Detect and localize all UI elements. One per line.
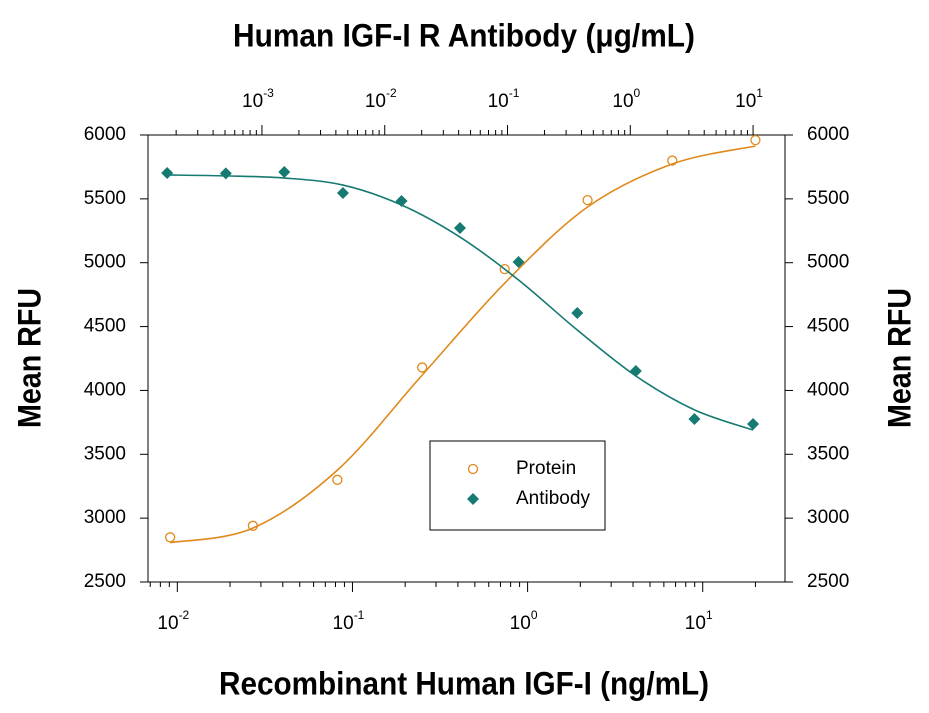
- x2ticks-tick-label: 101: [735, 86, 763, 112]
- tick-base: 10: [333, 613, 354, 634]
- data-point: [571, 307, 584, 320]
- tick-base: 10: [242, 91, 263, 112]
- data-point: [688, 413, 701, 426]
- xticks-tick-label: 101: [685, 608, 713, 634]
- tick-exponent: 1: [756, 86, 763, 100]
- data-point: [582, 194, 593, 206]
- y2-tick-label: 6000: [807, 124, 849, 145]
- tick-exponent: -1: [509, 86, 520, 100]
- x2ticks-tick-label: 100: [612, 86, 640, 112]
- data-point: [278, 166, 291, 179]
- tick-base: 10: [612, 91, 633, 112]
- tick-exponent: 1: [706, 608, 713, 622]
- y2-axis-title: Mean RFU: [881, 288, 917, 428]
- legend-label: Antibody: [516, 488, 590, 509]
- data-point: [747, 418, 760, 431]
- tick-base: 10: [365, 91, 386, 112]
- tick-exponent: -2: [386, 86, 397, 100]
- top-axis-title: Human IGF-I R Antibody (μg/mL): [233, 17, 695, 53]
- legend-box: [429, 440, 606, 531]
- tick-exponent: -3: [263, 86, 274, 100]
- tick-base: 10: [685, 613, 706, 634]
- y-tick-label: 3000: [84, 507, 126, 528]
- legend-marker: [467, 463, 479, 475]
- data-point: [512, 255, 525, 268]
- data-point: [332, 474, 343, 485]
- tick-base: 10: [735, 91, 756, 112]
- data-point: [247, 520, 259, 531]
- y2-tick-label: 5000: [807, 252, 849, 273]
- fit-curve: [167, 174, 754, 431]
- tick-base: 10: [488, 91, 509, 112]
- y-tick-label: 2500: [84, 571, 126, 592]
- y-tick-label: 5500: [84, 188, 126, 209]
- tick-exponent: -1: [354, 608, 365, 622]
- xticks-tick-label: 10-2: [157, 608, 189, 634]
- bottom-axis-title: Recombinant Human IGF-I (ng/mL): [219, 665, 709, 701]
- y2-tick-label: 3500: [807, 443, 849, 464]
- tick-exponent: -2: [179, 608, 190, 622]
- data-point: [161, 167, 174, 180]
- fit-curve: [170, 145, 756, 544]
- x2ticks-tick-label: 10-3: [242, 86, 274, 112]
- tick-base: 10: [510, 613, 531, 634]
- data-point: [667, 155, 678, 166]
- y-tick-label: 4000: [84, 379, 126, 400]
- legend-marker: [467, 493, 479, 505]
- y2-tick-label: 2500: [807, 571, 849, 592]
- x2ticks-tick-label: 10-1: [488, 86, 520, 112]
- data-point: [336, 186, 349, 199]
- y2-tick-label: 4500: [807, 316, 849, 337]
- x2ticks-tick-label: 10-2: [365, 86, 397, 112]
- legend-label: Protein: [516, 458, 576, 479]
- y-tick-label: 6000: [84, 124, 126, 145]
- data-point: [750, 134, 761, 146]
- data-point: [453, 221, 466, 234]
- data-point: [219, 167, 232, 180]
- tick-exponent: 0: [634, 86, 641, 100]
- data-point: [165, 532, 176, 543]
- tick-exponent: 0: [531, 608, 538, 622]
- tick-base: 10: [157, 613, 178, 634]
- y-axis-title: Mean RFU: [11, 288, 47, 428]
- data-point: [417, 362, 428, 373]
- xticks-tick-label: 100: [510, 608, 538, 634]
- y2-tick-label: 5500: [807, 188, 849, 209]
- y-tick-label: 5000: [84, 252, 126, 273]
- xticks-tick-label: 10-1: [333, 608, 365, 634]
- data-point: [629, 365, 642, 378]
- data-point: [499, 263, 510, 275]
- y-tick-label: 4500: [84, 316, 126, 337]
- y-tick-label: 3500: [84, 443, 126, 464]
- y2-tick-label: 3000: [807, 507, 849, 528]
- plot-frame: [147, 134, 786, 583]
- data-point: [395, 195, 408, 208]
- y2-tick-label: 4000: [807, 379, 849, 400]
